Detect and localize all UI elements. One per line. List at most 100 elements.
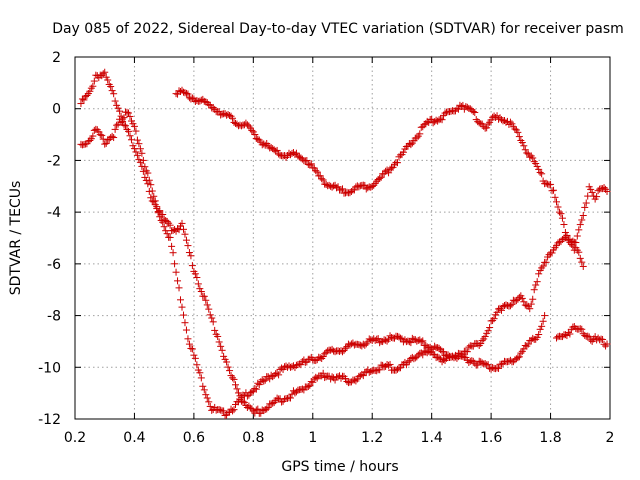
data-point xyxy=(541,312,549,320)
y-tick-label: 2 xyxy=(52,50,61,66)
data-point xyxy=(275,150,283,158)
data-point xyxy=(506,302,514,310)
data-point xyxy=(350,186,358,194)
data-point xyxy=(575,248,583,256)
data-point xyxy=(347,188,355,196)
data-point xyxy=(233,120,241,128)
data-point xyxy=(197,374,205,382)
data-point xyxy=(281,395,289,403)
data-point xyxy=(358,342,366,350)
data-point xyxy=(263,405,271,413)
data-point xyxy=(141,173,149,181)
data-point xyxy=(139,167,147,175)
x-tick-labels: 0.2 0.4 0.6 0.8 1 1.2 1.4 1.6 1.8 2 xyxy=(64,430,615,446)
data-point xyxy=(252,134,260,142)
data-point xyxy=(236,392,244,400)
data-point xyxy=(517,349,525,357)
data-point xyxy=(199,382,207,390)
data-point xyxy=(463,103,471,111)
data-point xyxy=(261,141,269,149)
data-point xyxy=(440,356,448,364)
y-axis-title: SDTVAR / TECUs xyxy=(8,181,24,296)
data-point xyxy=(371,336,379,344)
data-point xyxy=(435,344,443,352)
data-point xyxy=(96,131,104,139)
data-point xyxy=(214,332,222,340)
data-point xyxy=(240,398,248,406)
data-point xyxy=(234,389,242,397)
data-point xyxy=(269,373,277,381)
data-point xyxy=(229,374,237,382)
data-point xyxy=(144,169,152,177)
data-point xyxy=(260,407,268,415)
data-point xyxy=(138,162,146,170)
data-point xyxy=(318,175,326,183)
x-tick-label: 2 xyxy=(606,430,615,446)
data-point xyxy=(206,311,214,319)
data-point xyxy=(413,337,421,345)
data-point xyxy=(587,336,595,344)
data-point xyxy=(431,118,439,126)
data-point xyxy=(419,337,427,345)
data-point xyxy=(105,135,113,143)
data-point xyxy=(584,332,592,340)
data-point xyxy=(179,225,187,233)
data-point xyxy=(481,333,489,341)
data-point xyxy=(81,93,89,101)
data-point xyxy=(119,117,127,125)
data-point xyxy=(264,403,272,411)
data-point xyxy=(275,371,283,379)
data-point xyxy=(136,158,144,166)
data-point xyxy=(474,361,482,369)
data-point xyxy=(248,126,256,134)
y-tick-label: -10 xyxy=(38,360,61,376)
data-point xyxy=(376,339,384,347)
data-point xyxy=(151,201,159,209)
data-point xyxy=(181,89,189,97)
data-point xyxy=(181,230,189,238)
data-point xyxy=(163,217,171,225)
data-point xyxy=(251,130,259,138)
data-point xyxy=(230,406,238,414)
data-point xyxy=(270,146,278,154)
data-point xyxy=(432,116,440,124)
data-point xyxy=(306,381,314,389)
data-point xyxy=(90,77,98,85)
data-point xyxy=(599,185,607,193)
data-point xyxy=(203,394,211,402)
data-point xyxy=(576,254,584,262)
data-point xyxy=(548,249,556,257)
data-point xyxy=(116,107,124,115)
data-point xyxy=(217,111,225,119)
data-point xyxy=(175,284,183,292)
data-point xyxy=(288,390,296,398)
data-point xyxy=(422,348,430,356)
data-point xyxy=(136,145,144,153)
data-point xyxy=(278,364,286,372)
data-point xyxy=(169,226,177,234)
data-point xyxy=(147,181,155,189)
data-point xyxy=(178,219,186,227)
data-point xyxy=(484,361,492,369)
data-point xyxy=(122,122,130,130)
data-point xyxy=(89,82,97,90)
data-point xyxy=(526,305,534,313)
data-point xyxy=(191,354,199,362)
data-points xyxy=(77,68,611,420)
data-point xyxy=(536,325,544,333)
data-point xyxy=(196,369,204,377)
data-point xyxy=(359,372,367,380)
data-point xyxy=(104,76,112,84)
data-point xyxy=(217,342,225,350)
data-point xyxy=(462,103,470,111)
data-point xyxy=(416,336,424,344)
data-point xyxy=(521,341,529,349)
data-point xyxy=(521,146,529,154)
data-point xyxy=(438,116,446,124)
data-point xyxy=(563,332,571,340)
data-point xyxy=(538,322,546,330)
data-point xyxy=(526,153,534,161)
data-point xyxy=(408,334,416,342)
data-point xyxy=(346,189,354,197)
data-point xyxy=(573,232,581,240)
